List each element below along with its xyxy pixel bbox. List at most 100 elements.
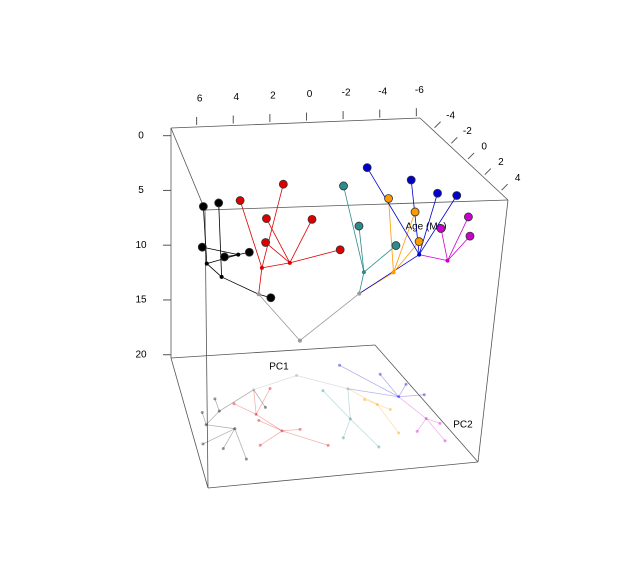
shadow-branch (202, 428, 235, 445)
shadow-branch (222, 428, 236, 449)
branch (206, 263, 222, 278)
tip-node (262, 214, 271, 223)
shadow-branch (322, 390, 351, 420)
tip-node (362, 163, 372, 172)
x-axis-label: PC1 (269, 362, 289, 373)
shadow-branch (214, 398, 220, 412)
tip-node (433, 188, 442, 198)
shadow-branch (296, 375, 348, 390)
z-tick-label: 10 (135, 240, 147, 251)
z-tick-label: 15 (135, 295, 147, 306)
y-tick (467, 152, 475, 160)
tip-node (307, 214, 317, 224)
shadow-branch (347, 388, 399, 398)
shadow-branch (282, 430, 329, 446)
box-edge (374, 344, 479, 463)
shadow-point (378, 372, 382, 376)
shadow-point (244, 457, 248, 461)
internal-node (287, 260, 292, 265)
branch (447, 235, 471, 261)
tip-node (335, 245, 345, 255)
branch (265, 242, 291, 264)
x-tick-label: 0 (307, 89, 313, 100)
internal-node (204, 261, 209, 266)
shadow-point (404, 382, 408, 386)
shadow-branch (258, 420, 283, 432)
shadow-branch (376, 404, 400, 434)
internal-node (361, 270, 366, 275)
branch (261, 184, 284, 268)
shadow-branch (398, 384, 407, 397)
tip-node (436, 224, 446, 233)
branch (221, 276, 259, 295)
box-edge (477, 199, 509, 463)
shadow-point (201, 442, 205, 446)
tip-node (261, 238, 271, 247)
y-tick-label: 0 (481, 142, 487, 153)
branch (239, 200, 263, 268)
internal-node (297, 338, 302, 343)
internal-node (445, 258, 450, 263)
internal-node (259, 265, 264, 270)
branch (289, 249, 341, 264)
shadow-branch (234, 428, 247, 460)
shadow-point (415, 429, 419, 433)
branch (266, 218, 291, 264)
tip-node (406, 175, 416, 185)
shadow-point (213, 397, 217, 401)
tip-node (278, 179, 288, 189)
x-tick-label: 2 (270, 91, 276, 102)
shadow-branch (253, 389, 266, 408)
tip-node (339, 181, 348, 191)
shadow-branch (398, 394, 425, 398)
shadow-branch (201, 412, 207, 425)
tip-node (414, 237, 424, 246)
shadow-branch (347, 388, 378, 405)
shadow-point (326, 443, 330, 447)
shadow-point (397, 431, 401, 435)
branch (440, 228, 448, 261)
internal-node (357, 291, 362, 296)
shadow-point (321, 389, 325, 393)
branch (218, 202, 223, 277)
shadow-point (298, 427, 302, 431)
box-edge (170, 127, 206, 211)
z-tick-label: 0 (138, 130, 144, 141)
branch (258, 294, 301, 341)
shadow-point (200, 410, 204, 414)
box-edge (207, 461, 479, 489)
y-tick-label: -4 (446, 110, 455, 121)
branch (359, 254, 420, 294)
tip-node (197, 242, 207, 252)
shadow-point (346, 387, 350, 391)
tip-node (464, 212, 473, 222)
shadow-point (295, 374, 299, 378)
shadow-branch (342, 418, 351, 439)
shadow-branch (206, 424, 235, 430)
shadow-point (362, 398, 366, 402)
tip-node (235, 196, 245, 205)
y-tick (484, 168, 492, 175)
box-edge (170, 344, 376, 359)
shadow-branch (205, 410, 220, 426)
branch (358, 272, 365, 294)
branch (363, 245, 397, 273)
shadow-point (263, 405, 267, 409)
tip-node (266, 293, 276, 303)
branch (393, 211, 416, 273)
shadow-branch (426, 418, 441, 424)
shadow-point (377, 445, 381, 449)
shadow-point (257, 418, 261, 422)
branch (447, 216, 469, 261)
shadow-point (268, 387, 272, 391)
shadow-branch (425, 418, 446, 442)
tip-node (220, 252, 229, 262)
shadow-branch (350, 418, 380, 448)
shadow-point (258, 443, 262, 447)
internal-node (256, 292, 261, 297)
box-edge (419, 117, 509, 201)
shadow-point (217, 409, 221, 413)
tip-node (391, 241, 401, 250)
tip-node (410, 207, 420, 217)
